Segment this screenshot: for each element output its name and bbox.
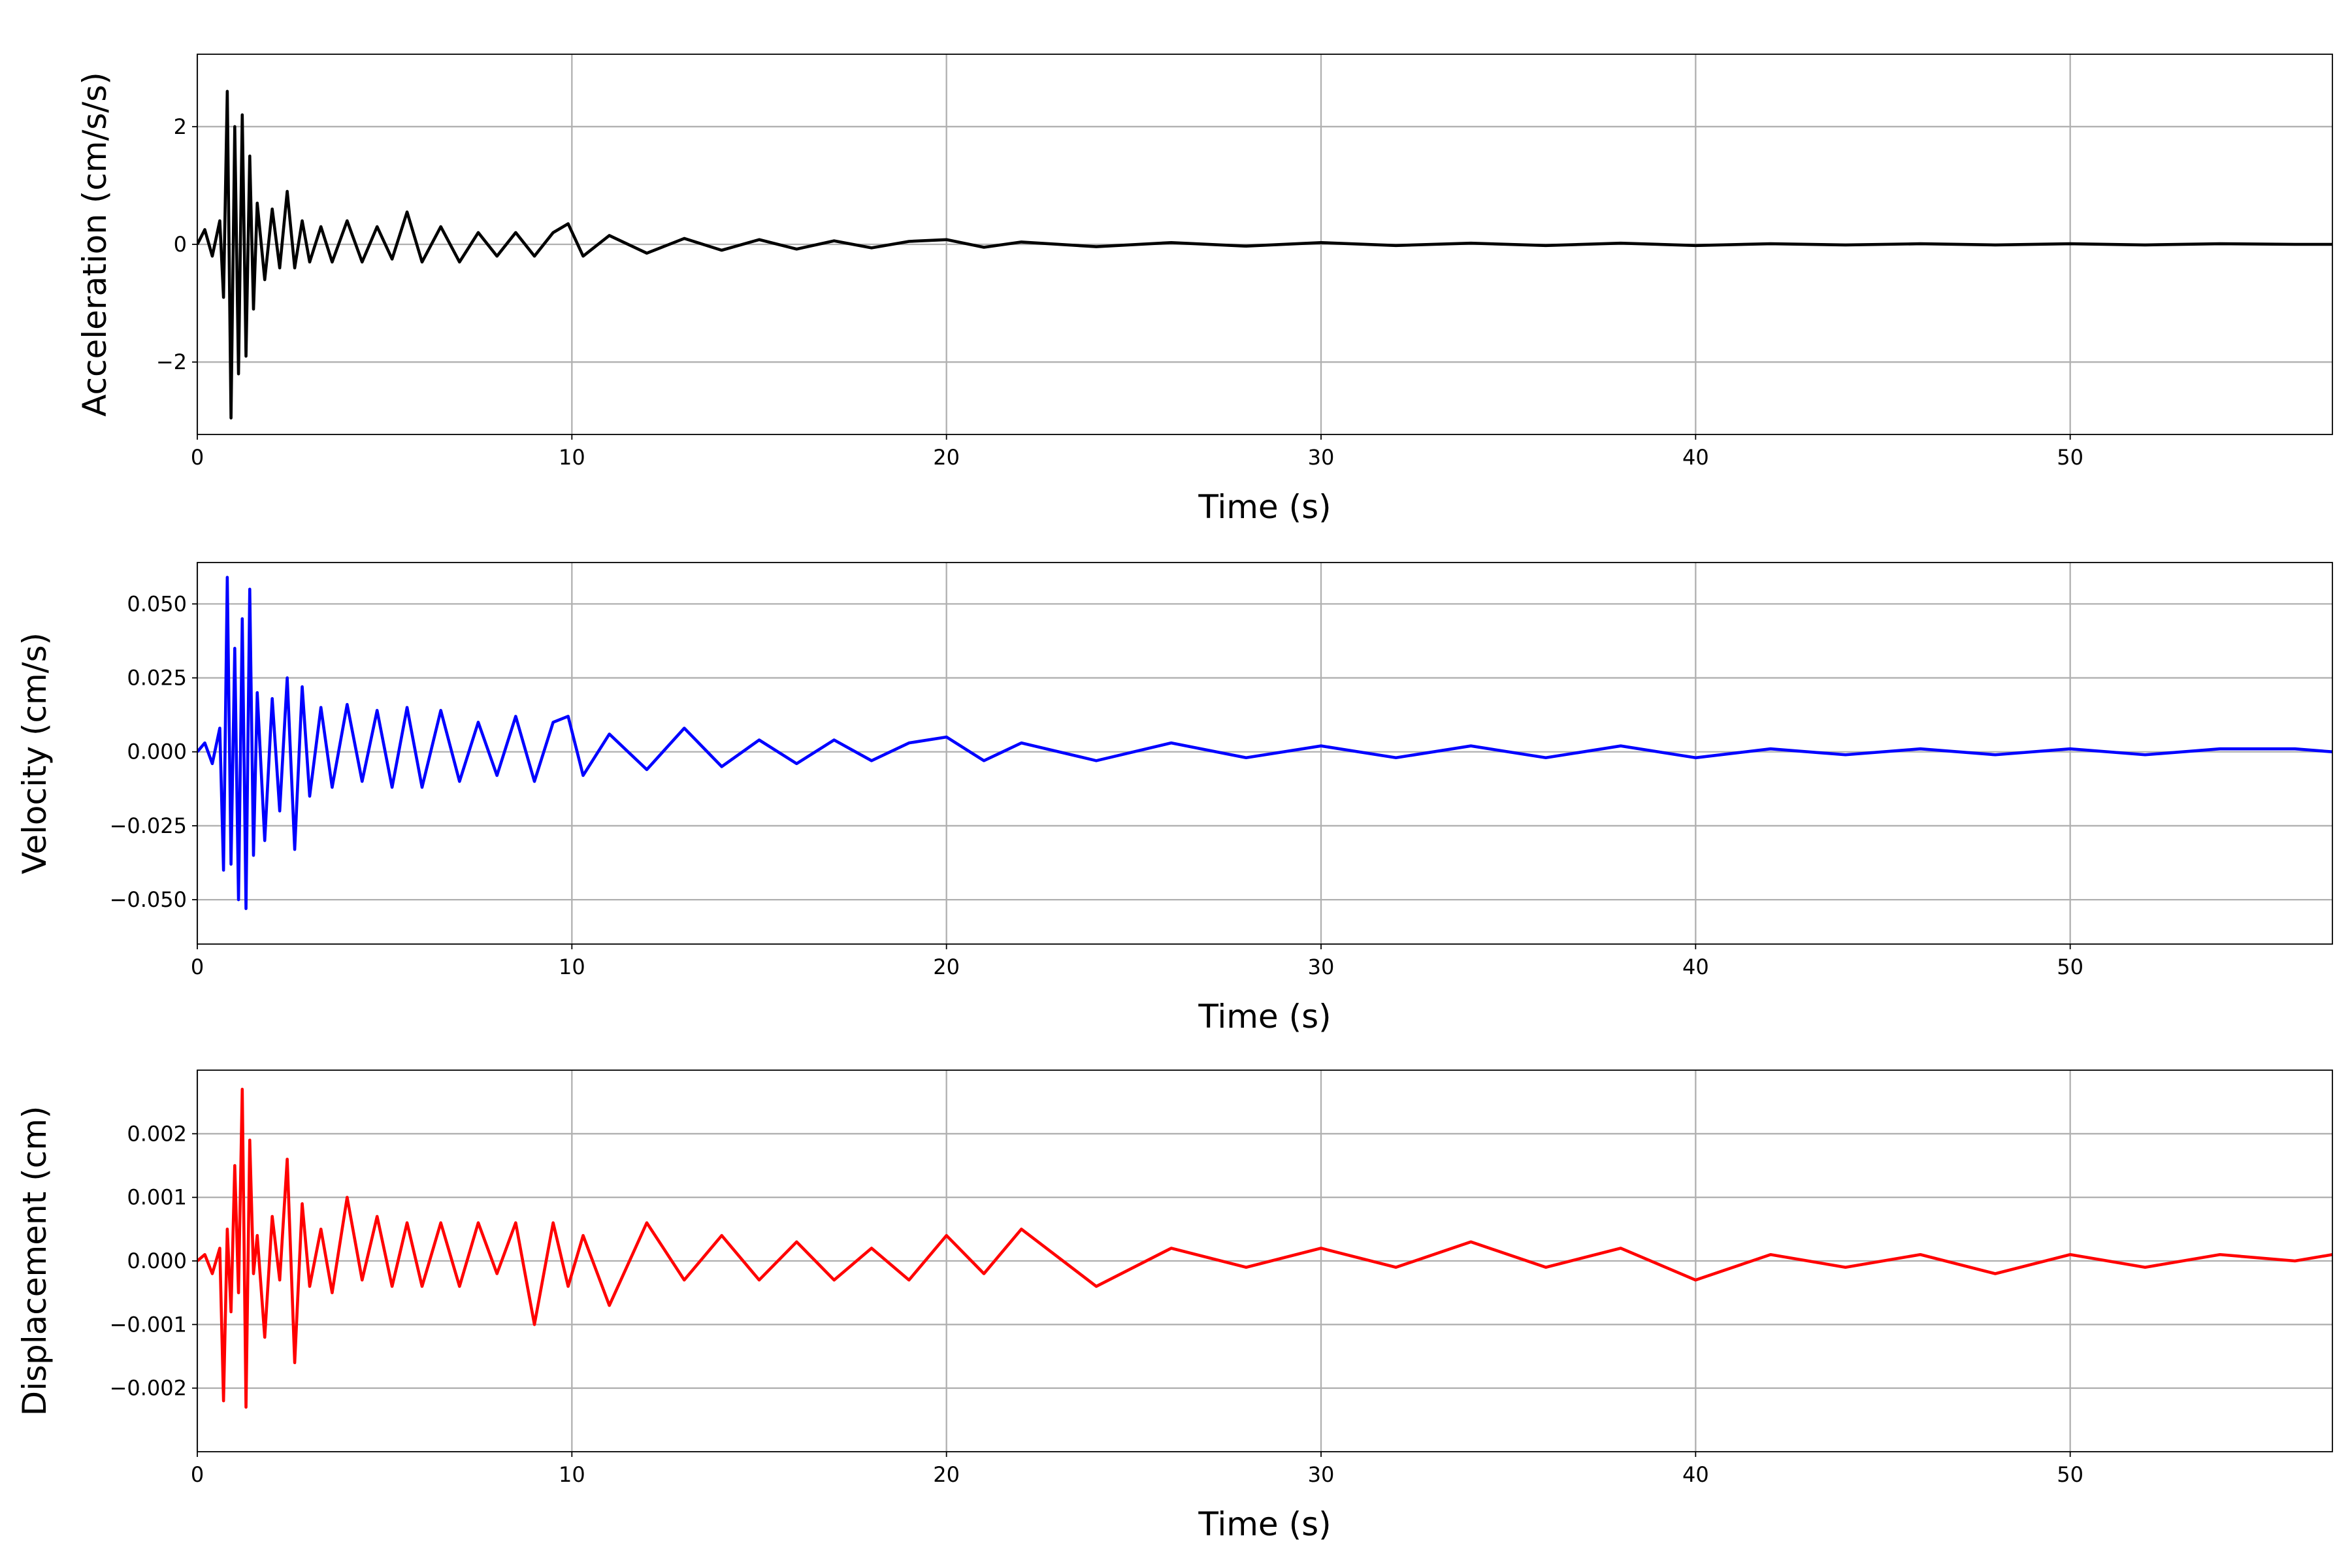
x-axis-label: Time (s) [1198,488,1331,526]
x-tick-label: 40 [1682,1462,1709,1487]
x-axis-label: Time (s) [1198,1505,1331,1543]
x-tick-label: 30 [1308,955,1335,979]
y-tick-label: −0.002 [110,1376,187,1401]
data-line [197,1087,2332,1409]
x-tick-label: 40 [1682,955,1709,979]
x-tick-label: 0 [191,445,204,470]
x-tick-label: 50 [2057,1462,2083,1487]
x-tick-label: 20 [933,955,960,979]
y-tick-label: 0.000 [127,1249,187,1273]
y-tick-label: −2 [156,350,187,374]
data-line [197,576,2332,910]
x-tick-label: 50 [2057,445,2083,470]
y-tick-label: 0.025 [127,666,187,691]
plot-area [197,576,2332,910]
x-tick-label: 30 [1308,445,1335,470]
x-axis-label: Time (s) [1198,998,1331,1036]
data-line [197,90,2332,420]
plot-area [197,1087,2332,1409]
x-tick-label: 10 [559,445,585,470]
y-tick-label: −0.025 [110,813,187,838]
y-tick-label: −0.050 [110,887,187,912]
subplot: 0 10 20 30 40 50 −0.002 −0.001 0.000 0.001 0.002 Ti… [16,1070,2333,1543]
subplot: 0 10 20 30 40 50 −0.050 −0.025 0.000 0.025 0.050 Ti… [16,562,2333,1036]
y-axis-label: Velocity (cm/s) [16,632,54,874]
x-tick-label: 0 [191,1462,204,1487]
y-tick-label: 0.050 [127,591,187,616]
x-tick-label: 20 [933,1462,960,1487]
y-axis-label: Displacement (cm) [16,1106,54,1416]
x-tick-label: 20 [933,445,960,470]
x-tick-label: 40 [1682,445,1709,470]
subplot: 0 10 20 30 40 50 −2 0 2 Time (s) Acceleration (cm/… [76,54,2333,526]
y-tick-label: −0.001 [110,1312,187,1337]
x-tick-label: 0 [191,955,204,979]
y-tick-label: 0.001 [127,1185,187,1210]
x-tick-label: 50 [2057,955,2083,979]
x-tick-label: 10 [559,955,585,979]
plot-area [197,90,2332,420]
y-tick-label: 0.002 [127,1121,187,1146]
axes-frame [197,1070,2333,1452]
x-tick-label: 10 [559,1462,585,1487]
y-axis-label: Acceleration (cm/s/s) [76,72,114,417]
y-tick-label: 0 [174,232,187,257]
y-tick-label: 2 [174,114,187,139]
x-tick-label: 30 [1308,1462,1335,1487]
axes-frame [197,54,2333,435]
y-tick-label: 0.000 [127,740,187,764]
axes-frame [197,562,2333,945]
